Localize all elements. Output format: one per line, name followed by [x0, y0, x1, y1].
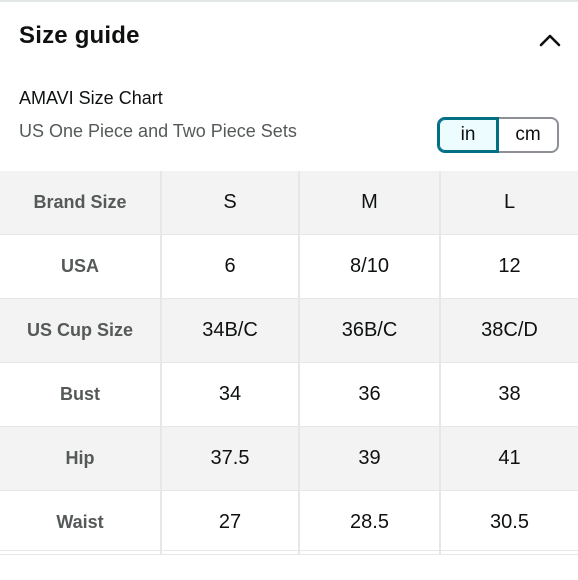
chevron-up-icon: [539, 34, 561, 47]
table-row: Waist 27 28.5 30.5: [0, 490, 578, 555]
page-title: Size guide: [19, 22, 140, 49]
table-row: Bust 34 36 38: [0, 362, 578, 427]
size-chart-name: AMAVI Size Chart: [19, 88, 163, 108]
row-label: Bust: [0, 362, 162, 427]
size-chart-subtitle: US One Piece and Two Piece Sets: [19, 121, 297, 141]
row-label: US Cup Size: [0, 298, 162, 363]
top-divider: [0, 0, 578, 2]
table-cell: 36: [299, 362, 441, 427]
table-cell: 27: [161, 490, 300, 555]
table-cell: 38: [440, 362, 578, 427]
table-cell: 28.5: [299, 490, 441, 555]
table-cell: 37.5: [161, 426, 300, 491]
table-row: Hip 37.5 39 41: [0, 426, 578, 491]
table-cell: 30.5: [440, 490, 578, 555]
table-cell: 12: [440, 234, 578, 299]
row-label: Hip: [0, 426, 162, 491]
table-row: US Cup Size 34B/C 36B/C 38C/D: [0, 298, 578, 363]
column-header-brand-size: Brand Size: [0, 171, 162, 235]
column-header-m: M: [299, 171, 441, 235]
unit-cm-button[interactable]: cm: [499, 117, 559, 153]
table-cell: 8/10: [299, 234, 441, 299]
size-guide-header[interactable]: Size guide: [0, 2, 578, 72]
table-cell: 34: [161, 362, 300, 427]
table-cell: 38C/D: [440, 298, 578, 363]
unit-toggle: in cm: [437, 117, 559, 153]
row-label: Waist: [0, 490, 162, 555]
size-table: Brand Size S M L USA 6 8/10 12 US Cup Si…: [0, 171, 578, 555]
row-label: USA: [0, 234, 162, 299]
table-cell: 6: [161, 234, 300, 299]
unit-in-button[interactable]: in: [437, 117, 499, 153]
column-header-s: S: [161, 171, 300, 235]
collapse-button[interactable]: [534, 26, 566, 54]
table-cell: 36B/C: [299, 298, 441, 363]
table-row: USA 6 8/10 12: [0, 234, 578, 299]
column-header-l: L: [440, 171, 578, 235]
table-cell: 34B/C: [161, 298, 300, 363]
table-header-row: Brand Size S M L: [0, 171, 578, 235]
table-cell: 39: [299, 426, 441, 491]
bottom-divider: [0, 550, 578, 551]
table-cell: 41: [440, 426, 578, 491]
